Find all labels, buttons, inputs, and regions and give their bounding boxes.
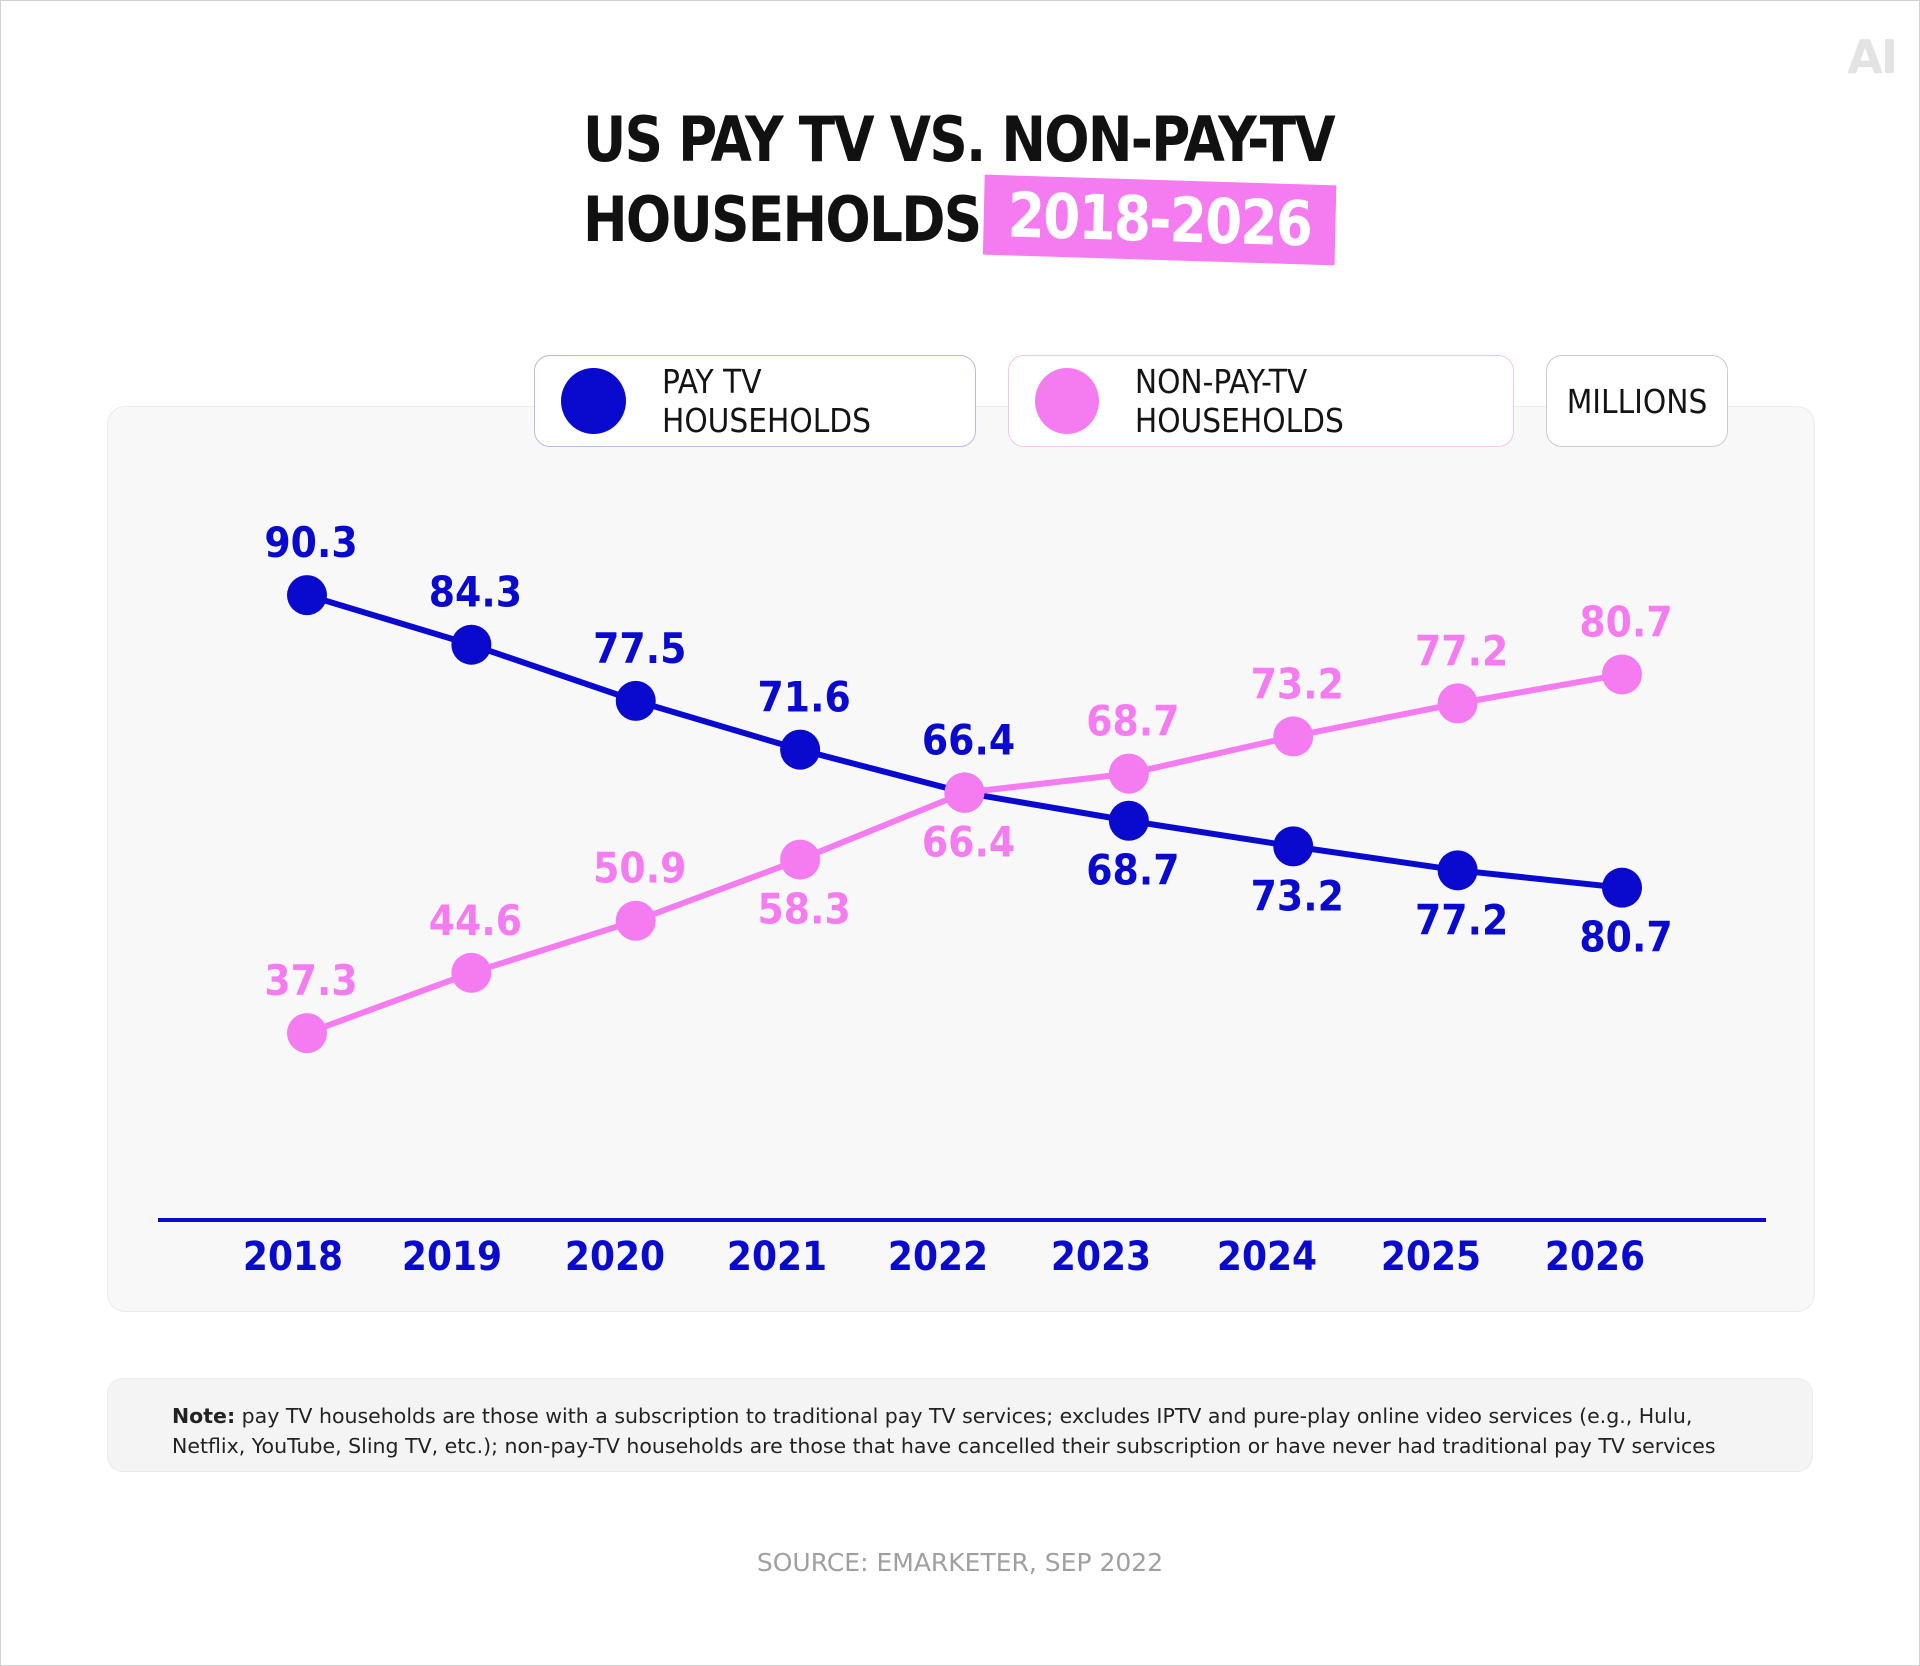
legend-non-pay-tv-label: NON-PAY-TV HOUSEHOLDS xyxy=(1134,362,1344,440)
pay-tv-data-label: 77.2 xyxy=(1415,895,1508,944)
non-pay-tv-point xyxy=(1108,753,1149,794)
pay-tv-point xyxy=(1602,867,1642,908)
pay-tv-data-label: 90.3 xyxy=(264,518,357,567)
legend-pay-tv-marker xyxy=(561,368,626,434)
legend-unit: MILLIONS xyxy=(1546,355,1728,447)
pay-tv-point xyxy=(287,575,327,616)
pay-tv-data-label: 68.7 xyxy=(1086,846,1179,895)
chart-panel xyxy=(107,406,1815,1312)
non-pay-tv-point xyxy=(944,772,985,813)
legend-non-pay-tv: NON-PAY-TV HOUSEHOLDS xyxy=(1008,355,1514,447)
x-tick-label: 2023 xyxy=(1051,1234,1151,1280)
pay-tv-data-label: 80.7 xyxy=(1579,913,1672,962)
legend-non-pay-tv-marker xyxy=(1035,368,1099,434)
legend-pay-tv: PAY TV HOUSEHOLDS xyxy=(534,355,976,447)
pay-tv-data-label: 84.3 xyxy=(429,568,522,617)
non-pay-tv-data-label: 80.7 xyxy=(1579,597,1672,646)
chart-labels: 90.3 84.3 77.5 71.6 66.4 68.7 73.2 77.2 80.7 37.3… xyxy=(264,518,1672,1005)
x-tick-label: 2026 xyxy=(1545,1234,1645,1280)
non-pay-tv-point xyxy=(1602,654,1642,695)
x-tick-label: 2018 xyxy=(243,1234,343,1280)
pay-tv-point xyxy=(615,680,656,721)
x-tick-label: 2020 xyxy=(565,1234,665,1280)
pay-tv-data-label: 66.4 xyxy=(922,716,1015,765)
title-word-households: HOUSEHOLDS xyxy=(583,183,982,256)
non-pay-tv-data-label: 50.9 xyxy=(593,844,686,893)
x-tick-label: 2021 xyxy=(727,1234,827,1280)
footnote-box: Note: pay TV households are those with a… xyxy=(107,1378,1813,1472)
non-pay-tv-data-label: 58.3 xyxy=(758,885,851,934)
page-title: US PAY TV VS. NON-PAY-TV HOUSEHOLDS 2018-… xyxy=(583,100,1337,266)
title-line-2: HOUSEHOLDS 2018-2026 xyxy=(583,174,1337,266)
non-pay-tv-series xyxy=(287,654,1642,1054)
x-tick-label: 2024 xyxy=(1217,1234,1317,1280)
non-pay-tv-data-label: 37.3 xyxy=(264,956,357,1005)
non-pay-tv-data-label: 44.6 xyxy=(429,896,522,945)
pay-tv-point xyxy=(1437,850,1478,891)
pay-tv-point xyxy=(451,624,492,665)
pay-tv-point xyxy=(1108,800,1149,841)
non-pay-tv-point xyxy=(1437,683,1478,724)
pay-tv-data-label: 73.2 xyxy=(1251,871,1344,920)
brand-logo: AI xyxy=(1847,30,1898,84)
non-pay-tv-data-label: 68.7 xyxy=(1086,697,1179,746)
x-axis: 2018 2019 2020 2021 2022 2023 2024 2025 2026 xyxy=(158,1218,1766,1280)
non-pay-tv-point xyxy=(1273,716,1314,757)
source-credit: SOURCE: EMARKETER, SEP 2022 xyxy=(756,1548,1164,1577)
title-line-1: US PAY TV VS. NON-PAY-TV xyxy=(583,103,1336,176)
legend-pay-tv-label: PAY TV HOUSEHOLDS xyxy=(661,362,871,440)
x-tick-label: 2022 xyxy=(888,1234,988,1280)
non-pay-tv-point xyxy=(780,839,821,880)
x-tick-label: 2019 xyxy=(402,1234,502,1280)
non-pay-tv-point xyxy=(615,900,656,941)
pay-tv-data-label: 71.6 xyxy=(758,673,851,722)
non-pay-tv-data-label: 73.2 xyxy=(1251,659,1344,708)
note-label: Note: xyxy=(172,1404,236,1428)
note-text: pay TV households are those with a subsc… xyxy=(172,1404,1716,1458)
non-pay-tv-point xyxy=(287,1013,327,1054)
pay-tv-point xyxy=(1273,826,1314,867)
chart-series xyxy=(287,575,1642,1054)
x-tick-label: 2025 xyxy=(1381,1234,1481,1280)
non-pay-tv-data-label: 77.2 xyxy=(1415,626,1508,675)
non-pay-tv-data-label: 66.4 xyxy=(922,818,1015,867)
non-pay-tv-point xyxy=(451,952,492,993)
legend-unit-label: MILLIONS xyxy=(1566,381,1708,421)
pay-tv-data-label: 77.5 xyxy=(593,624,686,673)
pay-tv-point xyxy=(780,729,821,770)
